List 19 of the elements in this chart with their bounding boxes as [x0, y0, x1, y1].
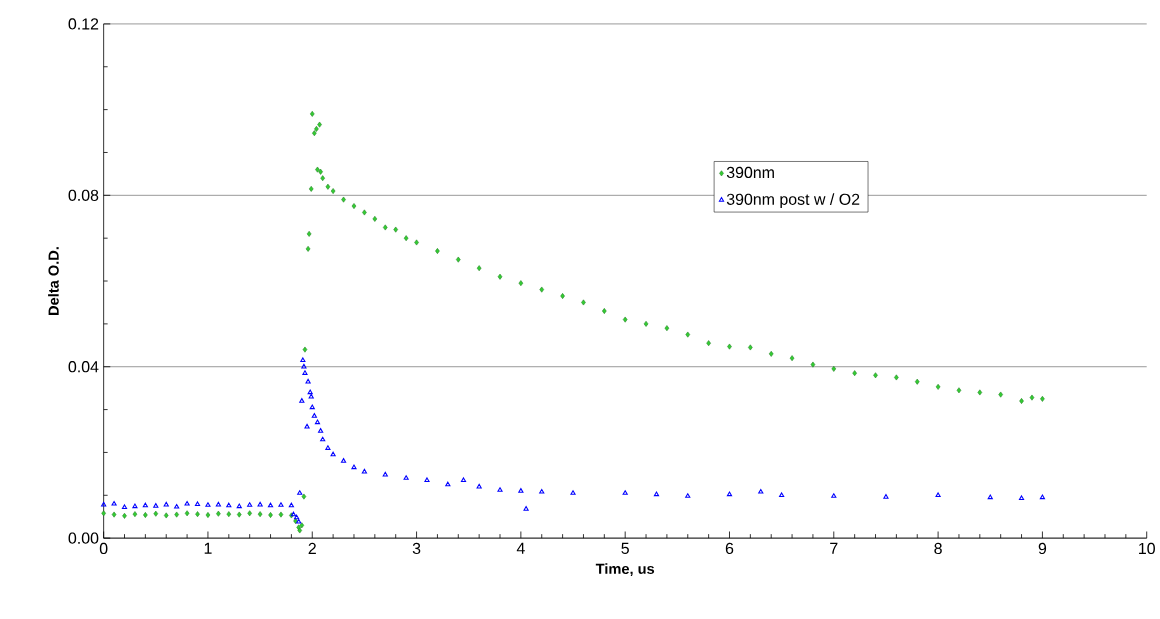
x-tick-label: 7 — [830, 542, 838, 554]
y-tick-label: 0.08 — [68, 189, 99, 202]
x-axis-title: Time, us — [595, 563, 655, 577]
y-axis-title: Delta O.D. — [48, 247, 59, 316]
x-tick-label: 0 — [99, 542, 108, 555]
y-tick-label: 0.04 — [68, 361, 99, 373]
x-tick-label: 9 — [1038, 542, 1047, 555]
legend-label: 390nm — [726, 166, 774, 179]
x-tick-label: 4 — [516, 542, 525, 554]
x-tick-label: 8 — [934, 542, 942, 555]
x-tick-label: 5 — [621, 542, 629, 555]
x-tick-label: 6 — [725, 542, 734, 555]
x-tick-label: 2 — [308, 542, 316, 555]
x-tick-label: 1 — [204, 542, 212, 554]
y-tick-label: 0.00 — [68, 532, 99, 544]
legend-label: 390nm post w / O2 — [726, 193, 860, 209]
x-tick-label: 10 — [1139, 542, 1155, 555]
x-tick-label: 3 — [412, 542, 421, 555]
y-tick-label: 0.12 — [68, 18, 99, 30]
